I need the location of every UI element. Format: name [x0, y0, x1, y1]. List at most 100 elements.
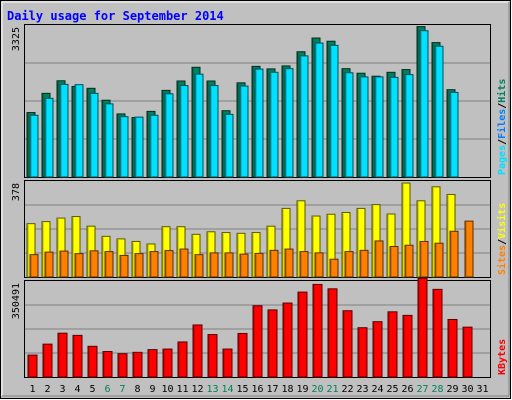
x-tick-label: 16 — [251, 384, 263, 395]
bar-files-day-24 — [374, 76, 384, 178]
bar-kbytes-day-26 — [402, 314, 413, 378]
legend-entry: / — [497, 103, 508, 109]
x-tick-label: 25 — [386, 384, 398, 395]
bar-sites-day-16 — [254, 252, 264, 278]
x-tick-label: 13 — [206, 384, 218, 395]
bar-sites-day-14 — [224, 252, 234, 278]
bar-files-day-20 — [314, 42, 324, 178]
x-tick-label: 22 — [341, 384, 353, 395]
bar-kbytes-day-15 — [237, 332, 248, 378]
bar-sites-day-3 — [59, 250, 69, 278]
x-tick-label: 10 — [161, 384, 173, 395]
x-tick-label: 5 — [89, 384, 95, 395]
bar-kbytes-day-28 — [432, 288, 443, 378]
x-tick-label: 15 — [236, 384, 248, 395]
bar-sites-day-10 — [164, 250, 174, 278]
x-tick-label: 23 — [356, 384, 368, 395]
bar-sites-day-8 — [134, 253, 144, 278]
bar-kbytes-day-4 — [72, 334, 83, 378]
bar-sites-day-25 — [389, 246, 399, 278]
chart-panels: 3325Pages/Files/Hits378Sites/Visits35049… — [11, 24, 508, 378]
x-tick-label: 29 — [446, 384, 458, 395]
legend-entry: KBytes — [497, 339, 508, 375]
bar-files-day-16 — [254, 68, 264, 178]
x-tick-label: 6 — [104, 384, 110, 395]
x-tick-label: 14 — [221, 384, 233, 395]
bar-files-day-6 — [104, 103, 114, 178]
legend-entry: / — [497, 239, 508, 245]
bar-sites-day-27 — [419, 240, 429, 278]
x-tick-label: 17 — [266, 384, 278, 395]
bar-sites-day-23 — [359, 249, 369, 278]
x-tick-label: 4 — [74, 384, 80, 395]
bar-kbytes-day-27 — [417, 277, 428, 378]
bar-sites-day-17 — [269, 249, 279, 278]
bar-kbytes-day-14 — [222, 348, 233, 378]
bar-kbytes-day-23 — [357, 327, 368, 378]
bar-sites-day-26 — [404, 244, 414, 278]
panel-visits-sites: 378 Sites/Visits — [11, 180, 508, 278]
x-tick-label: 31 — [476, 384, 488, 395]
bar-kbytes-day-18 — [282, 302, 293, 378]
x-axis: 1 2 3 4 5 6 7 8 9 10 11 12 13 14 15 16 17 18 19 20 21 22 23 24 2… — [29, 384, 488, 395]
bar-kbytes-day-17 — [267, 309, 278, 378]
bar-files-day-29 — [449, 91, 459, 178]
bar-sites-day-28 — [434, 242, 444, 278]
scale-label: 378 — [11, 183, 22, 201]
x-tick-label: 8 — [134, 384, 140, 395]
bar-kbytes-day-9 — [147, 349, 158, 378]
bar-files-day-8 — [134, 116, 144, 178]
bar-kbytes-day-1 — [27, 354, 38, 378]
bar-kbytes-day-6 — [102, 351, 113, 378]
bar-sites-day-12 — [194, 254, 204, 278]
bar-files-day-11 — [179, 85, 189, 178]
bar-kbytes-day-29 — [447, 318, 458, 378]
legend-entry: Sites — [496, 245, 508, 275]
x-tick-label: 1 — [29, 384, 35, 395]
bar-sites-day-6 — [104, 251, 114, 278]
legend-entry: / — [497, 139, 508, 145]
bar-files-day-19 — [299, 55, 309, 178]
bar-kbytes-day-20 — [312, 283, 323, 378]
bar-files-day-15 — [239, 85, 249, 178]
bar-sites-day-2 — [44, 251, 54, 278]
bar-sites-day-5 — [89, 250, 99, 278]
bar-files-day-5 — [89, 92, 99, 178]
bar-files-day-14 — [224, 113, 234, 178]
x-tick-label: 9 — [149, 384, 155, 395]
scale-label: 3325 — [11, 27, 22, 51]
x-tick-label: 30 — [461, 384, 473, 395]
bar-sites-day-7 — [119, 254, 129, 278]
x-tick-label: 19 — [296, 384, 308, 395]
bar-kbytes-day-3 — [57, 332, 68, 378]
bar-files-day-18 — [284, 68, 294, 178]
x-tick-label: 26 — [401, 384, 413, 395]
bar-files-day-17 — [269, 71, 279, 178]
bar-sites-day-4 — [74, 253, 84, 278]
bar-kbytes-day-10 — [162, 348, 173, 378]
bar-sites-day-30 — [464, 220, 474, 278]
legend-entry: Pages — [497, 145, 508, 175]
bar-kbytes-day-12 — [192, 324, 203, 378]
x-tick-label: 28 — [431, 384, 443, 395]
bar-files-day-3 — [59, 83, 69, 178]
bar-kbytes-day-25 — [387, 311, 398, 378]
bar-kbytes-day-19 — [297, 291, 308, 378]
bar-sites-day-15 — [239, 253, 249, 278]
bar-sites-day-11 — [179, 248, 189, 278]
legend-entry: Files — [496, 109, 508, 139]
bar-kbytes-day-8 — [132, 351, 143, 378]
scale-label: 350491 — [11, 283, 22, 319]
legend-kbytes: KBytes — [497, 339, 508, 375]
bar-kbytes-day-11 — [177, 341, 188, 378]
x-tick-label: 11 — [176, 384, 188, 395]
bar-kbytes-day-22 — [342, 310, 353, 378]
bar-sites-day-9 — [149, 251, 159, 278]
x-tick-label: 3 — [59, 384, 65, 395]
bar-files-day-7 — [119, 116, 129, 178]
bar-files-day-23 — [359, 76, 369, 178]
bar-files-day-2 — [44, 97, 54, 178]
x-tick-label: 27 — [416, 384, 428, 395]
bar-sites-day-20 — [314, 252, 324, 278]
